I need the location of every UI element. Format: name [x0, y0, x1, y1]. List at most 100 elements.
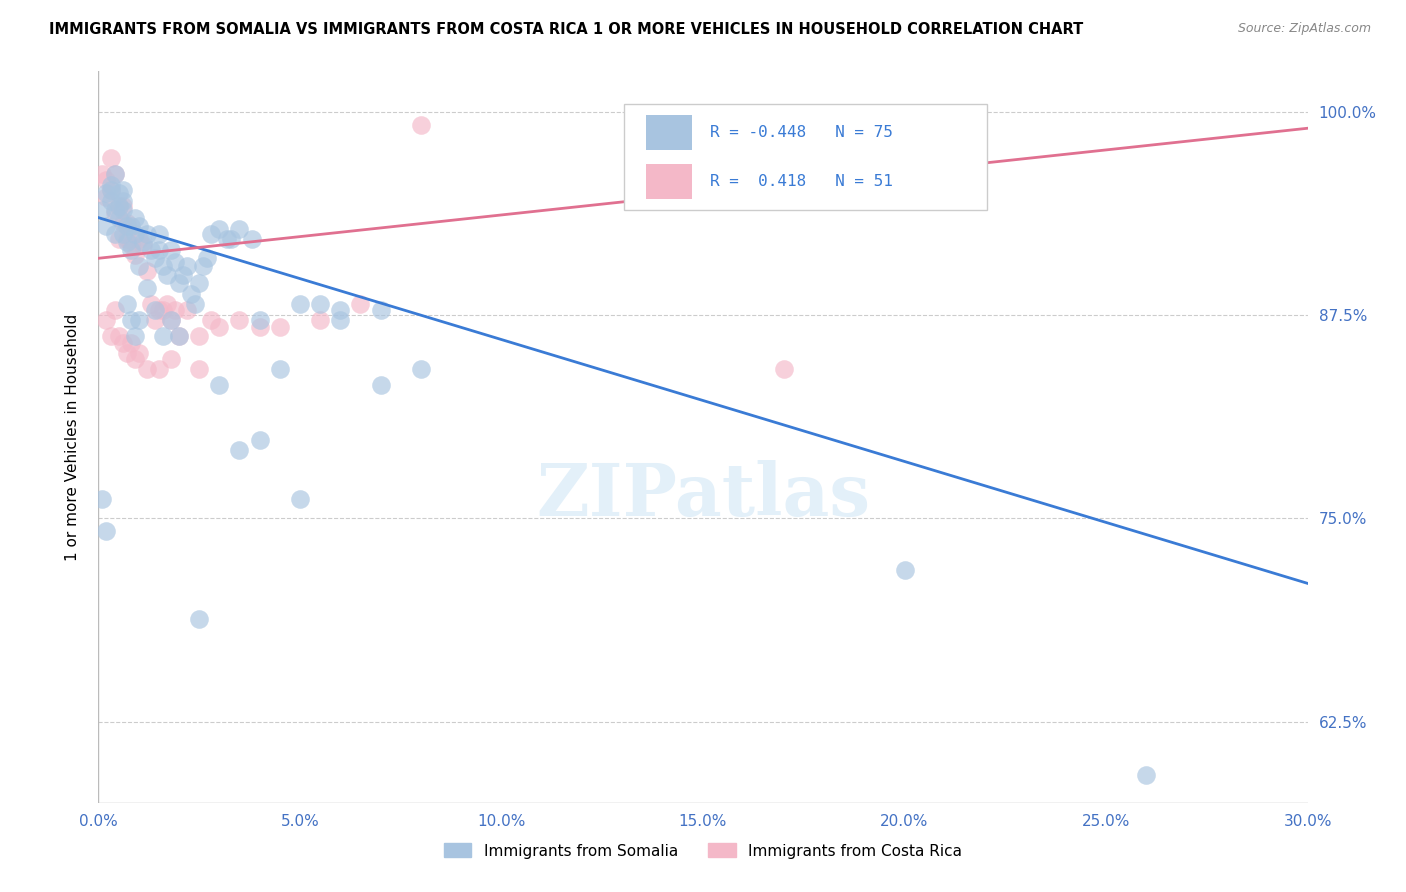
Point	[409, 361, 432, 376]
Point	[143, 252, 166, 266]
Point	[148, 243, 170, 257]
Point	[249, 319, 271, 334]
Point	[120, 335, 142, 350]
Point	[176, 303, 198, 318]
Point	[217, 232, 239, 246]
Point	[100, 151, 122, 165]
Point	[163, 254, 186, 268]
Point	[772, 361, 794, 376]
Point	[188, 276, 211, 290]
Point	[124, 352, 146, 367]
Point	[163, 303, 186, 318]
Text: R = -0.448   N = 75: R = -0.448 N = 75	[710, 125, 893, 139]
Point	[156, 268, 179, 282]
Point	[107, 186, 129, 201]
Point	[107, 199, 129, 213]
Point	[128, 219, 150, 233]
Point	[148, 303, 170, 318]
Point	[103, 303, 125, 318]
Point	[124, 329, 146, 343]
Point	[124, 211, 146, 225]
Point	[172, 268, 194, 282]
Point	[370, 303, 392, 318]
Point	[156, 297, 179, 311]
Point	[96, 189, 118, 203]
Point	[96, 219, 118, 233]
Legend: Immigrants from Somalia, Immigrants from Costa Rica: Immigrants from Somalia, Immigrants from…	[437, 838, 969, 864]
Point	[288, 297, 311, 311]
Point	[128, 260, 150, 274]
Point	[135, 227, 157, 241]
Point	[115, 232, 138, 246]
Point	[91, 491, 114, 506]
Point	[124, 227, 146, 241]
Point	[188, 361, 211, 376]
Point	[120, 238, 142, 252]
Point	[893, 118, 915, 132]
Point	[329, 313, 352, 327]
Point	[240, 232, 263, 246]
Point	[100, 183, 122, 197]
Point	[128, 232, 150, 246]
Point	[409, 118, 432, 132]
Point	[96, 524, 118, 539]
Point	[124, 248, 146, 262]
Point	[103, 167, 125, 181]
Point	[111, 194, 134, 209]
Point	[249, 434, 271, 448]
Point	[132, 238, 155, 252]
Point	[228, 443, 250, 458]
Point	[115, 235, 138, 249]
Point	[103, 167, 125, 181]
Point	[111, 202, 134, 217]
Point	[349, 297, 371, 311]
Point	[288, 491, 311, 506]
Point	[208, 378, 231, 392]
Point	[269, 319, 291, 334]
Point	[100, 178, 122, 193]
Point	[309, 313, 332, 327]
Point	[139, 243, 162, 257]
Point	[269, 361, 291, 376]
Point	[107, 232, 129, 246]
Point	[180, 287, 202, 301]
Point	[107, 329, 129, 343]
Point	[221, 232, 243, 246]
Point	[120, 219, 142, 233]
Point	[893, 563, 915, 577]
Point	[148, 227, 170, 241]
Point	[309, 297, 332, 311]
Point	[100, 183, 122, 197]
Point	[103, 202, 125, 217]
Text: R =  0.418   N = 51: R = 0.418 N = 51	[710, 174, 893, 188]
Point	[107, 199, 129, 213]
Point	[120, 243, 142, 257]
Point	[120, 313, 142, 327]
Point	[128, 345, 150, 359]
Point	[167, 329, 190, 343]
Point	[160, 313, 183, 327]
Point	[208, 319, 231, 334]
Point	[167, 329, 190, 343]
Point	[329, 303, 352, 318]
Point	[370, 378, 392, 392]
Point	[111, 199, 134, 213]
Point	[176, 260, 198, 274]
Text: ZIPatlas: ZIPatlas	[536, 460, 870, 531]
Point	[115, 215, 138, 229]
Point	[115, 297, 138, 311]
Point	[115, 219, 138, 233]
Point	[91, 167, 114, 181]
Point	[160, 313, 183, 327]
Point	[1135, 768, 1157, 782]
Point	[143, 303, 166, 318]
Point	[111, 215, 134, 229]
Point	[152, 303, 174, 318]
Point	[139, 297, 162, 311]
Point	[193, 260, 215, 274]
Point	[135, 280, 157, 294]
Point	[148, 361, 170, 376]
Point	[107, 211, 129, 225]
Point	[135, 361, 157, 376]
Point	[188, 329, 211, 343]
